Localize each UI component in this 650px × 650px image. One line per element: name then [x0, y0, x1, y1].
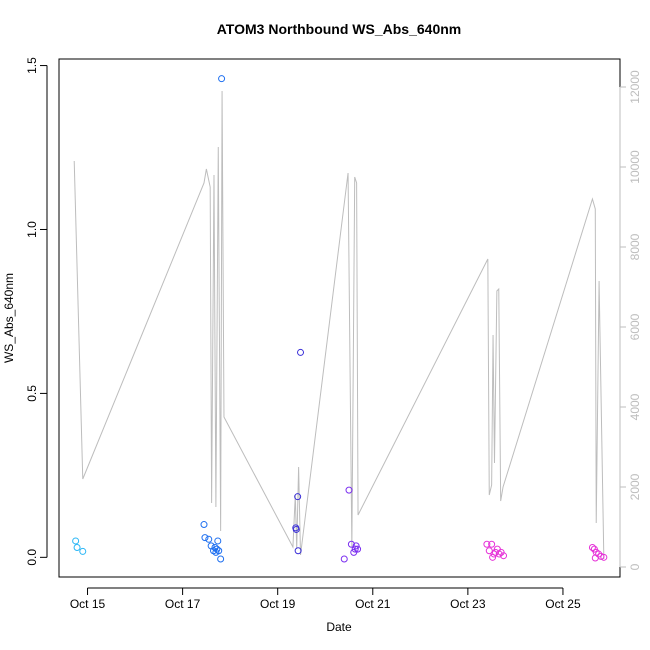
data-point-36 [500, 552, 508, 560]
x-tick-label-3: Oct 21 [355, 597, 391, 611]
x-axis-label: Date [326, 620, 352, 634]
data-point-19 [297, 348, 305, 356]
data-point-4 [201, 534, 209, 542]
x-tick-label-5: Oct 25 [545, 597, 581, 611]
y-tick-label-2: 1.0 [25, 221, 39, 238]
data-point-2 [79, 547, 87, 555]
y-axis: 0.0 0.5 1.0 1.5 [25, 57, 48, 566]
y2-tick-label-3: 6000 [628, 313, 642, 340]
y-tick-label-0: 0.0 [25, 549, 39, 566]
data-point-37 [588, 543, 596, 551]
data-point-42 [597, 552, 605, 560]
data-point-14 [218, 75, 226, 83]
x-tick-label-4: Oct 23 [450, 597, 486, 611]
x-tick-label-0: Oct 15 [70, 597, 106, 611]
data-point-18 [294, 547, 302, 555]
y-tick-label-3: 1.5 [25, 57, 39, 74]
data-point-0 [72, 537, 80, 545]
data-point-12 [215, 547, 223, 555]
chart-title: ATOM3 Northbound WS_Abs_640nm [217, 21, 462, 37]
data-point-10 [213, 545, 221, 553]
x-axis: Oct 15 Oct 17 Oct 19 Oct 21 Oct 23 Oct 25 [70, 587, 581, 611]
y2-tick-label-5: 10000 [628, 150, 642, 184]
data-point-17 [294, 493, 302, 501]
data-point-24 [351, 545, 359, 553]
y2-tick-label-1: 2000 [628, 473, 642, 500]
x-tick-label-1: Oct 17 [165, 597, 201, 611]
secondary-line-layer [73, 90, 605, 560]
data-point-21 [345, 486, 353, 494]
data-point-34 [495, 550, 503, 558]
data-point-1 [73, 543, 81, 551]
y2-tick-label-0: 0 [628, 563, 642, 570]
data-point-5 [205, 535, 213, 543]
data-point-16 [292, 525, 300, 533]
y-axis-label: WS_Abs_640nm [2, 273, 16, 363]
data-point-13 [217, 555, 225, 563]
y-tick-label-1: 0.5 [25, 385, 39, 402]
data-point-26 [354, 545, 362, 553]
y2-axis: 0 2000 4000 6000 8000 10000 12000 [619, 70, 642, 570]
data-point-3 [200, 521, 208, 529]
y2-tick-label-6: 12000 [628, 70, 642, 104]
data-point-22 [347, 540, 355, 548]
data-point-20 [340, 555, 348, 563]
data-point-27 [483, 540, 491, 548]
data-point-29 [488, 540, 496, 548]
points-layer [72, 75, 608, 563]
plot-frame [58, 58, 621, 578]
y2-tick-label-4: 8000 [628, 233, 642, 260]
data-point-43 [600, 553, 608, 561]
data-point-41 [595, 550, 603, 558]
secondary-series-line [73, 90, 605, 560]
data-point-39 [591, 554, 599, 562]
data-point-11 [214, 537, 222, 545]
data-point-25 [352, 542, 360, 550]
y2-tick-label-2: 4000 [628, 393, 642, 420]
data-point-28 [485, 547, 493, 555]
x-tick-label-2: Oct 19 [260, 597, 296, 611]
data-point-31 [490, 550, 498, 558]
